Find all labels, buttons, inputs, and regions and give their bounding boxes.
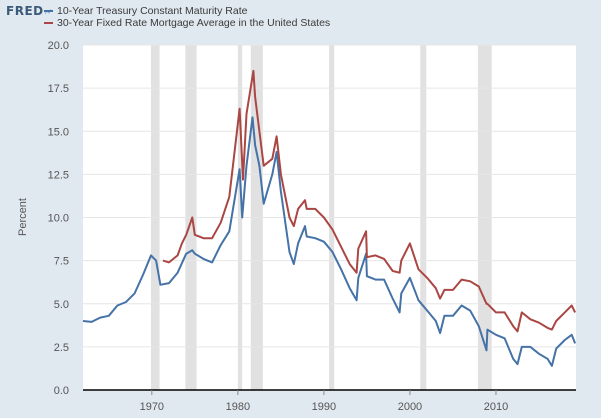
y-tick-label: 2.5: [54, 342, 69, 354]
legend-swatch-mortgage: [44, 22, 53, 24]
treasury-series-line: [82, 116, 577, 367]
x-axis-ticks: 1970 1980 1990 2000 2010: [140, 390, 508, 413]
fred-logo-text: FRED: [6, 4, 44, 18]
y-tick-label: 10.0: [48, 213, 69, 225]
x-tick-label: 2000: [398, 401, 422, 413]
x-tick-label: 1990: [312, 401, 336, 413]
y-tick-label: 5.0: [54, 299, 69, 311]
mortgage-series-line: [162, 69, 576, 333]
legend-item-mortgage[interactable]: 30-Year Fixed Rate Mortgage Average in t…: [44, 17, 330, 29]
series-lines: [82, 69, 577, 367]
y-tick-label: 0.0: [54, 385, 69, 397]
y-tick-label: 20.0: [48, 40, 69, 52]
legend-label-treasury: 10-Year Treasury Constant Maturity Rate: [57, 5, 248, 17]
x-tick-label: 2010: [484, 401, 508, 413]
chart-legend: 10-Year Treasury Constant Maturity Rate …: [44, 5, 330, 29]
legend-swatch-treasury: [44, 10, 53, 12]
legend-item-treasury[interactable]: 10-Year Treasury Constant Maturity Rate: [44, 5, 330, 17]
x-tick-label: 1970: [140, 401, 164, 413]
x-tick-label: 1980: [226, 401, 250, 413]
y-axis-ticks: 0.0 2.5 5.0 7.5 10.0 12.5 15.0 17.5 20.0: [48, 40, 69, 397]
y-tick-label: 15.0: [48, 126, 69, 138]
y-axis-label: Percent: [17, 198, 29, 236]
y-tick-label: 17.5: [48, 83, 69, 95]
legend-label-mortgage: 30-Year Fixed Rate Mortgage Average in t…: [57, 17, 331, 29]
gridlines: [83, 44, 576, 348]
y-tick-label: 12.5: [48, 169, 69, 181]
y-tick-label: 7.5: [54, 256, 69, 268]
